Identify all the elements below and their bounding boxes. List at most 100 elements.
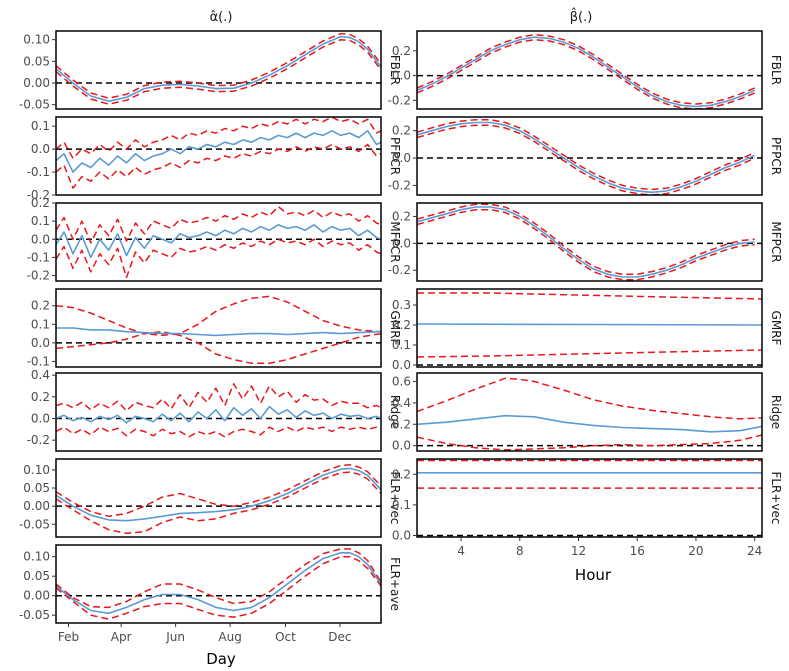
beta-mfpcr-estimate-line: [417, 206, 755, 278]
alpha-flr-vec-estimate-line: [56, 467, 381, 522]
alpha-flr-ave-estimate-line: [56, 551, 381, 615]
beta-pfpcr-ytick-label: 0.2: [392, 124, 411, 138]
alpha-flr-vec-upper-line: [56, 464, 381, 518]
alpha-flr-ave-ytick-label: 0.05: [23, 569, 50, 583]
alpha-mfpcr-ytick-label: 0.0: [31, 232, 50, 246]
alpha-flr-vec-ytick-label: -0.05: [19, 517, 50, 531]
alpha-column-title: α̂(.): [210, 10, 233, 25]
alpha-fblr-panel: -0.05 0.00 0.05 0.10 FBLR: [19, 30, 402, 112]
alpha-mfpcr-lower-line: [56, 238, 381, 279]
beta-mfpcr-ytick-label: -0.2: [388, 263, 411, 277]
alpha-ridge-panel: -0.2 0.0 0.2 0.4 Ridge: [27, 368, 402, 452]
beta-mfpcr-row-label: MFPCR: [769, 221, 783, 262]
alpha-flr-vec-ytick-label: 0.00: [23, 499, 50, 513]
beta-pfpcr-estimate-line: [417, 121, 756, 194]
alpha-ridge-ytick-label: 0.0: [31, 412, 50, 426]
alpha-flr-vec-frame: [55, 458, 382, 538]
beta-ridge-estimate-line: [417, 414, 762, 433]
beta-fblr-ytick-label: -0.2: [388, 93, 411, 107]
alpha-pfpcr-panel: -0.2 -0.1 0.0 0.1 PFPCR: [27, 116, 402, 202]
alpha-ridge-frame: [55, 372, 382, 452]
beta-fblr-ytick-label: 0.0: [392, 69, 411, 83]
beta-mfpcr-ytick-label: 0.0: [392, 236, 411, 250]
beta-flr-vec-xtick-label: 20: [688, 544, 703, 558]
beta-flr-vec-ytick-label: 0.0: [392, 528, 411, 542]
beta-gmrf-ytick-label: 0.1: [392, 338, 411, 352]
alpha-fblr-lower-line: [56, 38, 381, 105]
alpha-gmrf-ytick-label: 0.0: [31, 336, 50, 350]
alpha-mfpcr-ytick-label: 0.2: [31, 196, 50, 210]
alpha-flr-ave-xtick-label: Apr: [111, 630, 132, 644]
alpha-ridge-lower-line: [56, 426, 381, 438]
alpha-flr-vec-lower-line: [56, 471, 381, 535]
beta-column-title: β̂(.): [570, 8, 593, 25]
alpha-gmrf-upper-line: [56, 295, 381, 337]
beta-gmrf-upper-line: [417, 292, 762, 300]
alpha-fblr-ytick-label: 0.05: [23, 54, 50, 68]
beta-fblr-upper-line: [417, 33, 755, 105]
beta-flr-vec-frame: [416, 458, 763, 538]
alpha-flr-ave-panel: -0.05 0.00 0.05 0.10 Feb Apr Jun Aug Oct Dec FLR+a…: [19, 544, 402, 644]
beta-flr-vec-xtick-label: 4: [457, 544, 465, 558]
alpha-fblr-row-label: FBLR: [388, 55, 402, 85]
alpha-pfpcr-row-label: PFPCR: [388, 137, 402, 175]
beta-mfpcr-frame: [416, 202, 763, 282]
alpha-flr-vec-row-label: FLR+vec: [388, 471, 402, 524]
alpha-pfpcr-ytick-label: 0.1: [31, 119, 50, 133]
beta-flr-vec-row-label: FLR+vec: [769, 471, 783, 524]
beta-fblr-frame: [416, 30, 763, 110]
alpha-flr-vec-panel: -0.05 0.00 0.05 0.10 FLR+vec: [19, 458, 402, 538]
beta-ridge-ytick-label: 0.6: [392, 375, 411, 389]
beta-pfpcr-lower-line: [417, 124, 756, 195]
alpha-fblr-upper-line: [56, 32, 381, 99]
alpha-flr-ave-xtick-label: Feb: [58, 630, 79, 644]
alpha-pfpcr-ytick-label: 0.0: [31, 142, 50, 156]
alpha-ridge-estimate-line: [56, 405, 381, 424]
alpha-gmrf-panel: -0.1 0.0 0.1 0.2 GMRF: [27, 288, 402, 368]
alpha-fblr-estimate-line: [56, 35, 381, 102]
beta-pfpcr-ytick-label: 0.0: [392, 151, 411, 165]
alpha-flr-ave-xtick-label: Aug: [218, 630, 241, 644]
beta-gmrf-ytick-label: 0.2: [392, 318, 411, 332]
alpha-flr-ave-ytick-label: 0.10: [23, 550, 50, 564]
beta-fblr-estimate-line: [417, 36, 756, 108]
alpha-mfpcr-ytick-label: -0.2: [27, 269, 50, 283]
alpha-mfpcr-panel: -0.2 -0.1 0.0 0.1 0.2 MFPCR: [27, 196, 402, 283]
alpha-pfpcr-lower-line: [56, 143, 381, 189]
beta-flr-vec-ytick-label: 0.2: [392, 467, 411, 481]
beta-ridge-upper-line: [417, 377, 762, 420]
alpha-flr-ave-frame: [55, 544, 382, 624]
alpha-mfpcr-frame: [55, 202, 382, 282]
alpha-gmrf-estimate-line: [56, 327, 381, 337]
alpha-flr-ave-upper-line: [56, 548, 381, 609]
alpha-flr-ave-xtick-label: Jun: [165, 630, 185, 644]
alpha-mfpcr-ytick-label: -0.1: [27, 250, 50, 264]
alpha-pfpcr-ytick-label: -0.1: [27, 165, 50, 179]
alpha-mfpcr-ytick-label: 0.1: [31, 214, 50, 228]
alpha-pfpcr-frame: [55, 116, 382, 196]
alpha-fblr-ytick-label: -0.05: [19, 98, 50, 112]
beta-mfpcr-upper-line: [417, 203, 755, 276]
alpha-flr-ave-xtick-label: Dec: [328, 630, 351, 644]
alpha-fblr-frame: [55, 30, 382, 110]
alpha-ridge-ytick-label: 0.2: [31, 390, 50, 404]
alpha-flr-ave-ytick-label: -0.05: [19, 608, 50, 622]
beta-pfpcr-upper-line: [417, 118, 756, 191]
alpha-gmrf-ytick-label: 0.2: [31, 299, 50, 313]
beta-ridge-row-label: Ridge: [769, 395, 783, 429]
beta-pfpcr-frame: [416, 116, 763, 196]
panel-grid: -0.050.000.050.10FBLR-0.20.00.2FBLR-0.2-…: [19, 30, 783, 644]
beta-fblr-ytick-label: 0.2: [392, 44, 411, 58]
alpha-gmrf-frame: [55, 288, 382, 368]
alpha-gmrf-row-label: GMRF: [388, 311, 402, 346]
day-axis-title: Day: [206, 650, 236, 668]
beta-gmrf-row-label: GMRF: [769, 311, 783, 346]
beta-flr-vec-ytick-label: 0.1: [392, 498, 411, 512]
alpha-ridge-upper-line: [56, 383, 381, 412]
alpha-ridge-row-label: Ridge: [388, 395, 402, 429]
alpha-gmrf-ytick-label: -0.1: [27, 354, 50, 368]
alpha-gmrf-lower-line: [56, 330, 381, 365]
beta-mfpcr-lower-line: [417, 208, 755, 281]
